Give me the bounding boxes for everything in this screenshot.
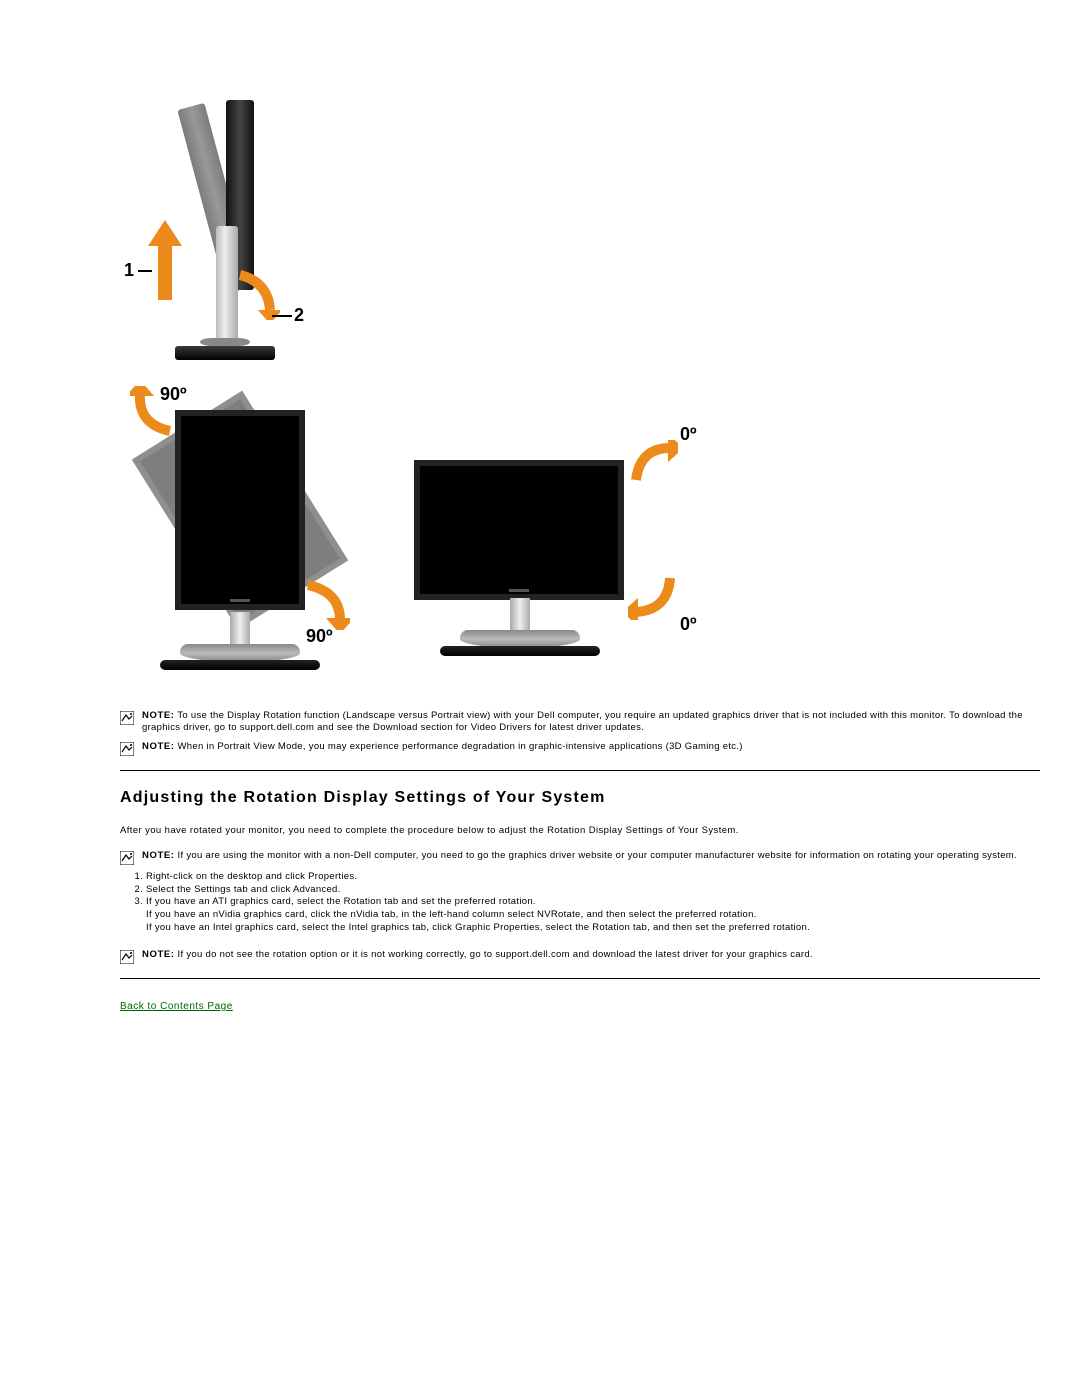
arrow-tilt-icon [230,270,280,320]
separator [120,770,1040,771]
deg-label: 0º [680,614,697,635]
note-lead: NOTE: [142,949,175,960]
callout-1: 1 [124,260,134,281]
step-item: Select the Settings tab and click Advanc… [146,884,1040,897]
figure-portrait-rotation: 90º 90º [120,390,360,670]
arrow-rotate-icon [628,440,678,490]
figure-side-view: 1 2 [120,100,310,360]
note-body: When in Portrait View Mode, you may expe… [178,741,743,752]
note-text: NOTE: To use the Display Rotation functi… [142,710,1040,735]
note-body: If you are using the monitor with a non-… [178,850,1017,861]
deg-label: 0º [680,424,697,445]
arrow-rotate-icon [300,580,350,630]
note-text: NOTE: If you are using the monitor with … [142,850,1017,865]
note-row: NOTE: When in Portrait View Mode, you ma… [120,741,1040,756]
note-icon [120,711,134,725]
note-lead: NOTE: [142,741,175,752]
step-item: If you have an ATI graphics card, select… [146,896,1040,934]
arrow-rotate-icon [628,570,678,620]
figure-area: 1 2 90º [120,100,1040,670]
note-icon [120,851,134,865]
step-line: If you have an nVidia graphics card, cli… [146,909,757,920]
note-row: NOTE: If you do not see the rotation opt… [120,949,1040,964]
deg-label: 90º [306,626,333,647]
note-text: NOTE: When in Portrait View Mode, you ma… [142,741,743,756]
monitor-side-illustration [150,100,290,360]
note-row: NOTE: If you are using the monitor with … [120,850,1040,865]
figure-rotation-row: 90º 90º 0º [120,390,1040,670]
section-heading: Adjusting the Rotation Display Settings … [120,789,1040,807]
step-line: If you have an ATI graphics card, select… [146,896,536,907]
arrow-rotate-icon [130,386,180,436]
note-body: If you do not see the rotation option or… [178,949,813,960]
steps-list: Right-click on the desktop and click Pro… [146,871,1040,935]
step-line: If you have an Intel graphics card, sele… [146,922,810,933]
section-intro: After you have rotated your monitor, you… [120,825,1040,836]
note-lead: NOTE: [142,710,175,721]
note-text: NOTE: If you do not see the rotation opt… [142,949,813,964]
figure-landscape: 0º 0º [400,410,640,670]
note-icon [120,742,134,756]
back-to-contents-link[interactable]: Back to Contents Page [120,1001,233,1012]
separator [120,978,1040,979]
callout-2: 2 [294,305,304,326]
note-lead: NOTE: [142,850,175,861]
note-body: To use the Display Rotation function (La… [142,710,1023,733]
step-item: Right-click on the desktop and click Pro… [146,871,1040,884]
page-content: 1 2 90º [0,0,1080,1052]
note-row: NOTE: To use the Display Rotation functi… [120,710,1040,735]
note-icon [120,950,134,964]
